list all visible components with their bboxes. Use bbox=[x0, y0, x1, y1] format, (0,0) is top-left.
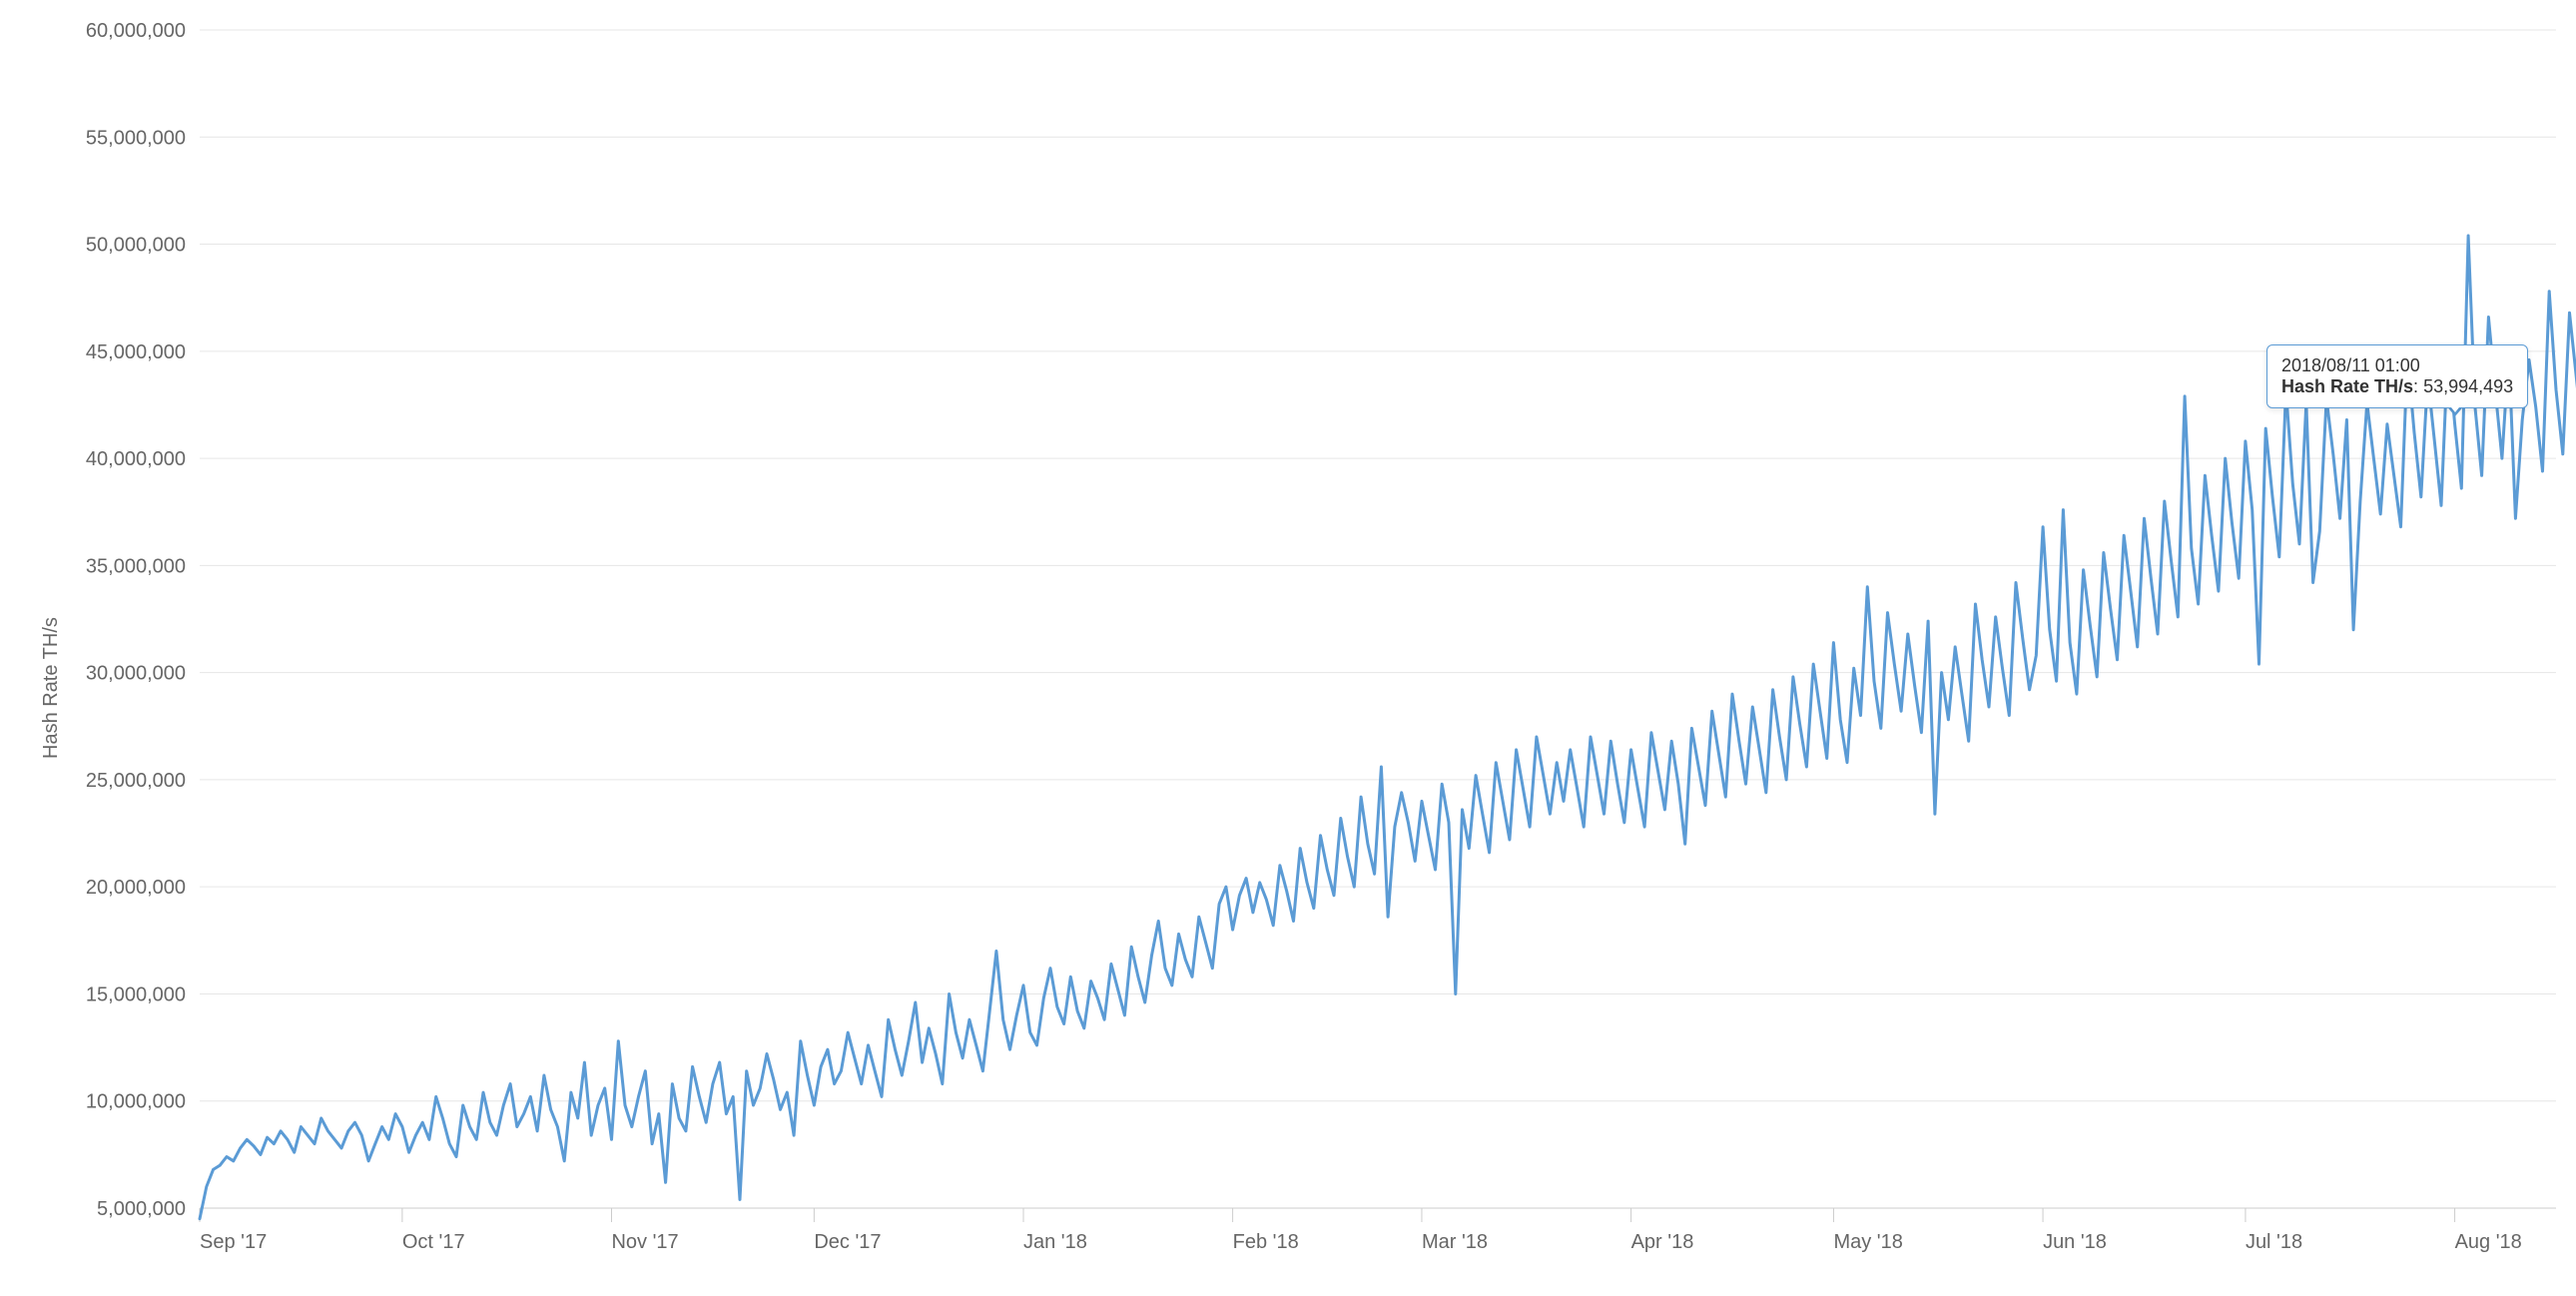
svg-text:40,000,000: 40,000,000 bbox=[86, 448, 186, 470]
hashrate-line-chart: Hash Rate TH/s 5,000,000 10,000,000 15,000… bbox=[0, 0, 2576, 1296]
tooltip-value: 53,994,493 bbox=[2423, 376, 2513, 396]
svg-text:Aug '18: Aug '18 bbox=[2455, 1231, 2522, 1253]
svg-text:Apr '18: Apr '18 bbox=[1631, 1231, 1694, 1253]
svg-text:50,000,000: 50,000,000 bbox=[86, 235, 186, 257]
svg-text:15,000,000: 15,000,000 bbox=[86, 983, 186, 1005]
svg-text:60,000,000: 60,000,000 bbox=[86, 20, 186, 42]
svg-text:Feb '18: Feb '18 bbox=[1233, 1231, 1299, 1253]
chart-tooltip: 2018/08/11 01:00 Hash Rate TH/s: 53,994,… bbox=[2266, 344, 2528, 408]
svg-text:55,000,000: 55,000,000 bbox=[86, 127, 186, 149]
svg-text:Mar '18: Mar '18 bbox=[1422, 1231, 1488, 1253]
svg-text:45,000,000: 45,000,000 bbox=[86, 341, 186, 363]
svg-text:Oct '17: Oct '17 bbox=[402, 1231, 465, 1253]
svg-text:5,000,000: 5,000,000 bbox=[97, 1198, 186, 1220]
svg-text:May '18: May '18 bbox=[1833, 1231, 1902, 1253]
svg-text:25,000,000: 25,000,000 bbox=[86, 770, 186, 792]
svg-text:Nov '17: Nov '17 bbox=[611, 1231, 678, 1253]
svg-text:Sep '17: Sep '17 bbox=[200, 1231, 267, 1253]
tooltip-series-label: Hash Rate TH/s bbox=[2281, 376, 2413, 396]
tooltip-callout-inner-icon bbox=[2447, 402, 2463, 412]
svg-text:30,000,000: 30,000,000 bbox=[86, 663, 186, 685]
svg-text:10,000,000: 10,000,000 bbox=[86, 1091, 186, 1113]
svg-text:35,000,000: 35,000,000 bbox=[86, 555, 186, 577]
chart-svg[interactable]: 5,000,000 10,000,000 15,000,000 20,000,000 2… bbox=[0, 0, 2576, 1296]
svg-text:Jan '18: Jan '18 bbox=[1023, 1231, 1087, 1253]
svg-text:Jun '18: Jun '18 bbox=[2043, 1231, 2107, 1253]
svg-text:Jul '18: Jul '18 bbox=[2246, 1231, 2302, 1253]
tooltip-timestamp: 2018/08/11 01:00 bbox=[2281, 355, 2513, 376]
tooltip-value-line: Hash Rate TH/s: 53,994,493 bbox=[2281, 376, 2513, 397]
svg-text:Dec '17: Dec '17 bbox=[814, 1231, 881, 1253]
tooltip-colon: : bbox=[2413, 376, 2423, 396]
svg-text:20,000,000: 20,000,000 bbox=[86, 877, 186, 899]
